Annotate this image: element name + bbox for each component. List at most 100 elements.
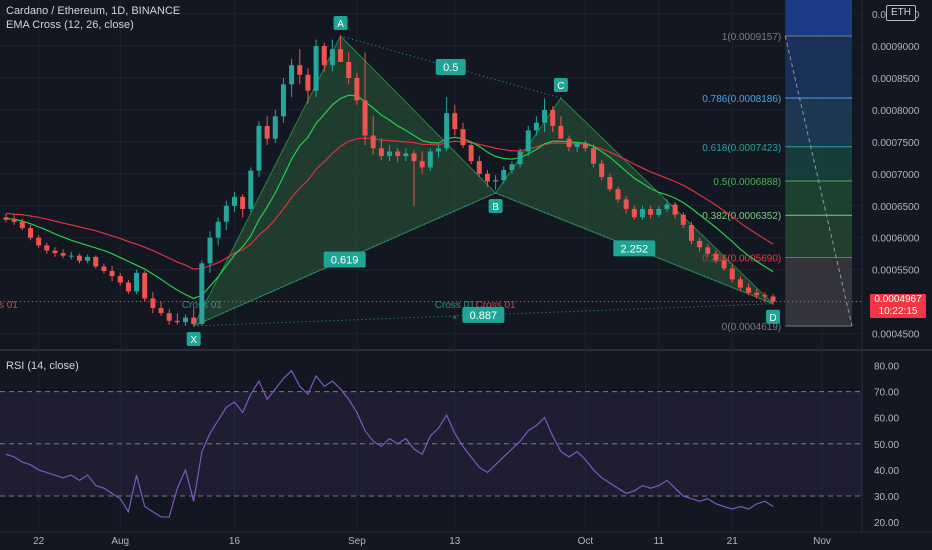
pattern-point-label: C [557,81,564,92]
candle-body [754,292,760,296]
candle-body [607,177,613,190]
candle-body [591,148,597,164]
pattern-point-badge [766,309,781,324]
candle-body [174,320,180,323]
cross-label: Cross 01 [182,300,222,311]
candle-body [444,113,450,149]
candle-body [240,196,246,209]
candle-body [378,148,384,156]
pattern-point-label: B [492,202,499,213]
candle-body [125,282,131,292]
cross-label: Cross 01 [435,300,475,311]
pattern-point-label: A [337,19,344,30]
candle-body [484,173,490,182]
candle-body [150,298,156,309]
currency-badge[interactable]: ETH [886,5,916,21]
candle-body [770,296,776,302]
candle-body [362,100,368,136]
candle-body [68,255,74,257]
candle-body [435,148,441,152]
candle-body [688,224,694,241]
candle-body [468,145,474,162]
cross-label: Cross 01 [0,300,18,311]
candle-body [762,295,768,297]
bar-countdown: 10:22:15 [878,306,918,317]
pattern-point-badge [186,332,201,347]
ema-fast-line [5,94,774,300]
candle-body [60,253,66,256]
fib-level-label: 0.786(0.0008186) [702,94,781,105]
price-tick-label: 0.0004500 [872,330,920,341]
candle-body [411,153,417,162]
cross-marker: × [200,313,205,322]
candle-body [109,270,115,277]
candle-body [550,109,556,126]
x-tick-label: Oct [578,536,594,547]
price-axis: 0.00045000.00050000.00055000.00060000.00… [872,10,920,341]
pattern-point-badge [333,15,348,30]
candle-body [517,151,523,165]
candle-body [664,204,670,209]
x-tick-label: 22 [33,536,45,547]
candle-body [321,46,327,66]
price-tick-label: 0.0008000 [872,106,920,117]
pattern-ratio-label: 0.619 [331,255,359,267]
rsi-indicator-legend[interactable]: RSI (14, close) [6,360,79,372]
fib-level-label: 0.236(0.0005690) [702,254,781,265]
fib-level-label: 0.618(0.0007423) [702,143,781,154]
candle-body [36,237,42,246]
rsi-line [5,369,774,518]
rsi-tick-label: 60.00 [874,414,899,425]
candle-body [85,256,91,261]
pattern-ratio-line [495,192,774,305]
candle-body [403,153,409,156]
candle-body [313,46,319,91]
ema-cross-lines [0,94,862,303]
candle-body [623,199,629,209]
candle-body [419,161,425,168]
candle-body [223,205,229,222]
candle-body [566,138,572,147]
fib-zone [785,215,852,258]
candle-body [509,164,515,170]
fib-zone [785,257,852,327]
pattern-xab-triangle [192,35,497,328]
candle-body [338,49,344,62]
candle-body [705,247,711,254]
cross-marker: × [452,313,457,322]
x-tick-label: 21 [727,536,739,547]
candle-body [656,208,662,215]
pattern-ratio-badge [323,251,366,268]
candle-body [158,308,164,314]
candlestick-series [3,35,776,326]
candle-body [346,61,352,78]
x-tick-label: Sep [348,536,366,547]
fib-zone [785,98,852,147]
fib-trend-line [784,35,853,327]
price-tick-label: 0.0009000 [872,42,920,53]
candle-body [460,129,466,146]
candle-body [574,143,580,147]
symbol-title[interactable]: Cardano / Ethereum, 1D, BINANCE [6,5,181,17]
candle-body [256,125,262,171]
fib-level-label: 0.382(0.0006352) [702,211,781,222]
candle-body [297,65,303,75]
ema-slow-line [5,137,774,270]
time-axis: 22 Aug 16 Sep 13 Oct 11 21 Nov [33,536,831,547]
candle-body [533,122,539,131]
pattern-ratio-badge [462,306,505,323]
cross-marker: × [0,313,1,322]
last-price-value: 0.0004967 [874,294,922,305]
candle-body [117,276,123,283]
ema-indicator-legend[interactable]: EMA Cross (12, 26, close) [6,19,134,31]
candle-body [101,266,107,271]
candle-body [215,221,221,238]
pattern-ratio-badge [613,240,656,257]
pattern-ratio-line [193,303,774,327]
price-tick-label: 0.0006500 [872,202,920,213]
candle-body [191,317,197,325]
candle-body [680,214,686,225]
fib-zone [785,35,852,99]
candle-body [199,263,205,325]
